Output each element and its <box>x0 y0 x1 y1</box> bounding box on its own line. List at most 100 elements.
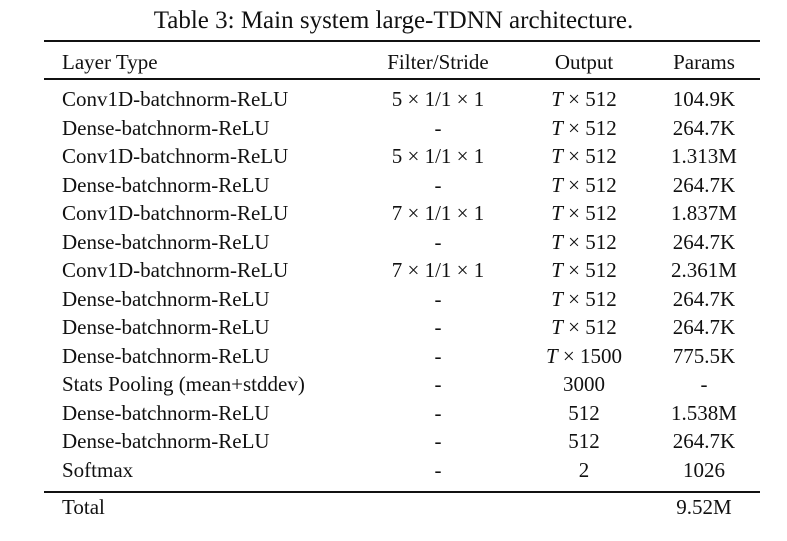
column-header-params: Params <box>673 50 735 74</box>
layer-type-cell: Stats Pooling (mean+stddev) <box>62 372 305 396</box>
table-header-row: Layer Type Filter/Stride Output Params <box>0 48 787 76</box>
filter-stride-cell: - <box>434 372 442 396</box>
output-cell: T × 512 <box>510 142 658 170</box>
params-cell: - <box>700 372 708 396</box>
params-cell: 264.7K <box>672 429 736 453</box>
params-cell: 1.313M <box>671 144 737 168</box>
layer-type-cell: Dense-batchnorm-ReLU <box>62 229 270 254</box>
output-variable: T <box>551 286 563 311</box>
total-label: Total <box>62 495 105 519</box>
table-row: Dense-batchnorm-ReLU - 512 1.538M <box>0 399 787 427</box>
output-cell: T × 512 <box>510 171 658 199</box>
output-cell: 512 <box>510 399 658 427</box>
output-cell: 512 <box>510 427 658 455</box>
layer-type-cell: Conv1D-batchnorm-ReLU <box>62 87 289 111</box>
filter-stride-cell: 7 × 1/1 × 1 <box>391 201 485 225</box>
table-row: Conv1D-batchnorm-ReLU 7 × 1/1 × 1 T × 512 2… <box>0 256 787 284</box>
output-value: × 512 <box>562 144 617 168</box>
output-variable: T <box>551 115 563 140</box>
column-header-output: Output <box>554 50 614 74</box>
output-cell: 3000 <box>510 370 658 398</box>
column-header-filter-stride: Filter/Stride <box>387 50 489 74</box>
table-row: Conv1D-batchnorm-ReLU 5 × 1/1 × 1 T × 512 1… <box>0 85 787 113</box>
output-cell: T × 512 <box>510 256 658 284</box>
params-cell: 264.7K <box>672 286 736 311</box>
output-value: × 512 <box>562 229 617 254</box>
output-cell: T × 512 <box>510 313 658 341</box>
params-cell: 264.7K <box>672 115 736 140</box>
output-variable: T <box>551 201 563 225</box>
output-value: 512 <box>568 400 600 425</box>
layer-type-cell: Dense-batchnorm-ReLU <box>62 343 270 368</box>
filter-stride-cell: - <box>434 429 442 453</box>
params-cell: 1.837M <box>671 201 737 225</box>
table-row: Dense-batchnorm-ReLU - T × 512 264.7K <box>0 285 787 313</box>
filter-stride-cell: 5 × 1/1 × 1 <box>391 144 485 168</box>
filter-stride-cell: - <box>434 115 442 140</box>
total-row: Total 9.52M <box>0 493 787 521</box>
output-variable: T <box>551 229 563 254</box>
total-params: 9.52M <box>676 495 732 519</box>
output-cell: T × 512 <box>510 114 658 142</box>
table-row: Dense-batchnorm-ReLU - 512 264.7K <box>0 427 787 455</box>
filter-stride-cell: - <box>434 343 442 368</box>
params-cell: 264.7K <box>672 315 736 339</box>
table-row: Softmax - 2 1026 <box>0 456 787 484</box>
filter-stride-cell: 5 × 1/1 × 1 <box>391 87 485 111</box>
output-value: × 512 <box>562 258 617 282</box>
filter-stride-cell: - <box>434 400 442 425</box>
layer-type-cell: Dense-batchnorm-ReLU <box>62 115 270 140</box>
table-caption: Table 3: Main system large-TDNN architec… <box>153 7 634 34</box>
output-variable: T <box>551 315 563 339</box>
top-rule <box>44 40 760 42</box>
bottom-rule <box>44 491 760 493</box>
params-cell: 264.7K <box>672 229 736 254</box>
output-cell: T × 512 <box>510 199 658 227</box>
header-rule <box>44 78 760 80</box>
layer-type-cell: Softmax <box>62 457 134 482</box>
layer-type-cell: Conv1D-batchnorm-ReLU <box>62 201 289 225</box>
filter-stride-cell: - <box>434 457 442 482</box>
output-value: 2 <box>578 457 590 482</box>
layer-type-cell: Dense-batchnorm-ReLU <box>62 429 270 453</box>
params-cell: 264.7K <box>672 172 736 197</box>
table-row: Stats Pooling (mean+stddev) - 3000 - <box>0 370 787 398</box>
output-value: × 512 <box>562 172 617 197</box>
layer-type-cell: Conv1D-batchnorm-ReLU <box>62 258 289 282</box>
output-variable: T <box>551 172 563 197</box>
table-row: Conv1D-batchnorm-ReLU 5 × 1/1 × 1 T × 512 1… <box>0 142 787 170</box>
column-header-layer-type: Layer Type <box>62 50 158 74</box>
layer-type-cell: Dense-batchnorm-ReLU <box>62 286 270 311</box>
table-row: Conv1D-batchnorm-ReLU 7 × 1/1 × 1 T × 512 1… <box>0 199 787 227</box>
output-value: × 512 <box>562 87 617 111</box>
params-cell: 104.9K <box>672 87 736 111</box>
layer-type-cell: Conv1D-batchnorm-ReLU <box>62 144 289 168</box>
filter-stride-cell: - <box>434 229 442 254</box>
output-value: × 512 <box>562 315 617 339</box>
layer-type-cell: Dense-batchnorm-ReLU <box>62 172 270 197</box>
output-cell: 2 <box>510 456 658 484</box>
params-cell: 1.538M <box>671 400 737 425</box>
table-row: Dense-batchnorm-ReLU - T × 512 264.7K <box>0 171 787 199</box>
params-cell: 2.361M <box>671 258 737 282</box>
output-value: × 512 <box>562 201 617 225</box>
output-variable: T <box>551 258 563 282</box>
filter-stride-cell: - <box>434 172 442 197</box>
output-value: × 1500 <box>557 343 623 368</box>
output-cell: T × 512 <box>510 228 658 256</box>
table-row: Dense-batchnorm-ReLU - T × 1500 775.5K <box>0 342 787 370</box>
table-row: Dense-batchnorm-ReLU - T × 512 264.7K <box>0 313 787 341</box>
filter-stride-cell: - <box>434 315 442 339</box>
output-variable: T <box>551 144 563 168</box>
output-variable: T <box>551 87 563 111</box>
table-row: Dense-batchnorm-ReLU - T × 512 264.7K <box>0 228 787 256</box>
output-variable: T <box>545 343 558 368</box>
output-value: 3000 <box>563 372 605 396</box>
params-cell: 775.5K <box>672 343 736 368</box>
output-cell: T × 512 <box>510 85 658 113</box>
output-value: × 512 <box>562 286 617 311</box>
filter-stride-cell: - <box>434 286 442 311</box>
output-cell: T × 512 <box>510 285 658 313</box>
output-cell: T × 1500 <box>510 342 658 370</box>
layer-type-cell: Dense-batchnorm-ReLU <box>62 400 270 425</box>
